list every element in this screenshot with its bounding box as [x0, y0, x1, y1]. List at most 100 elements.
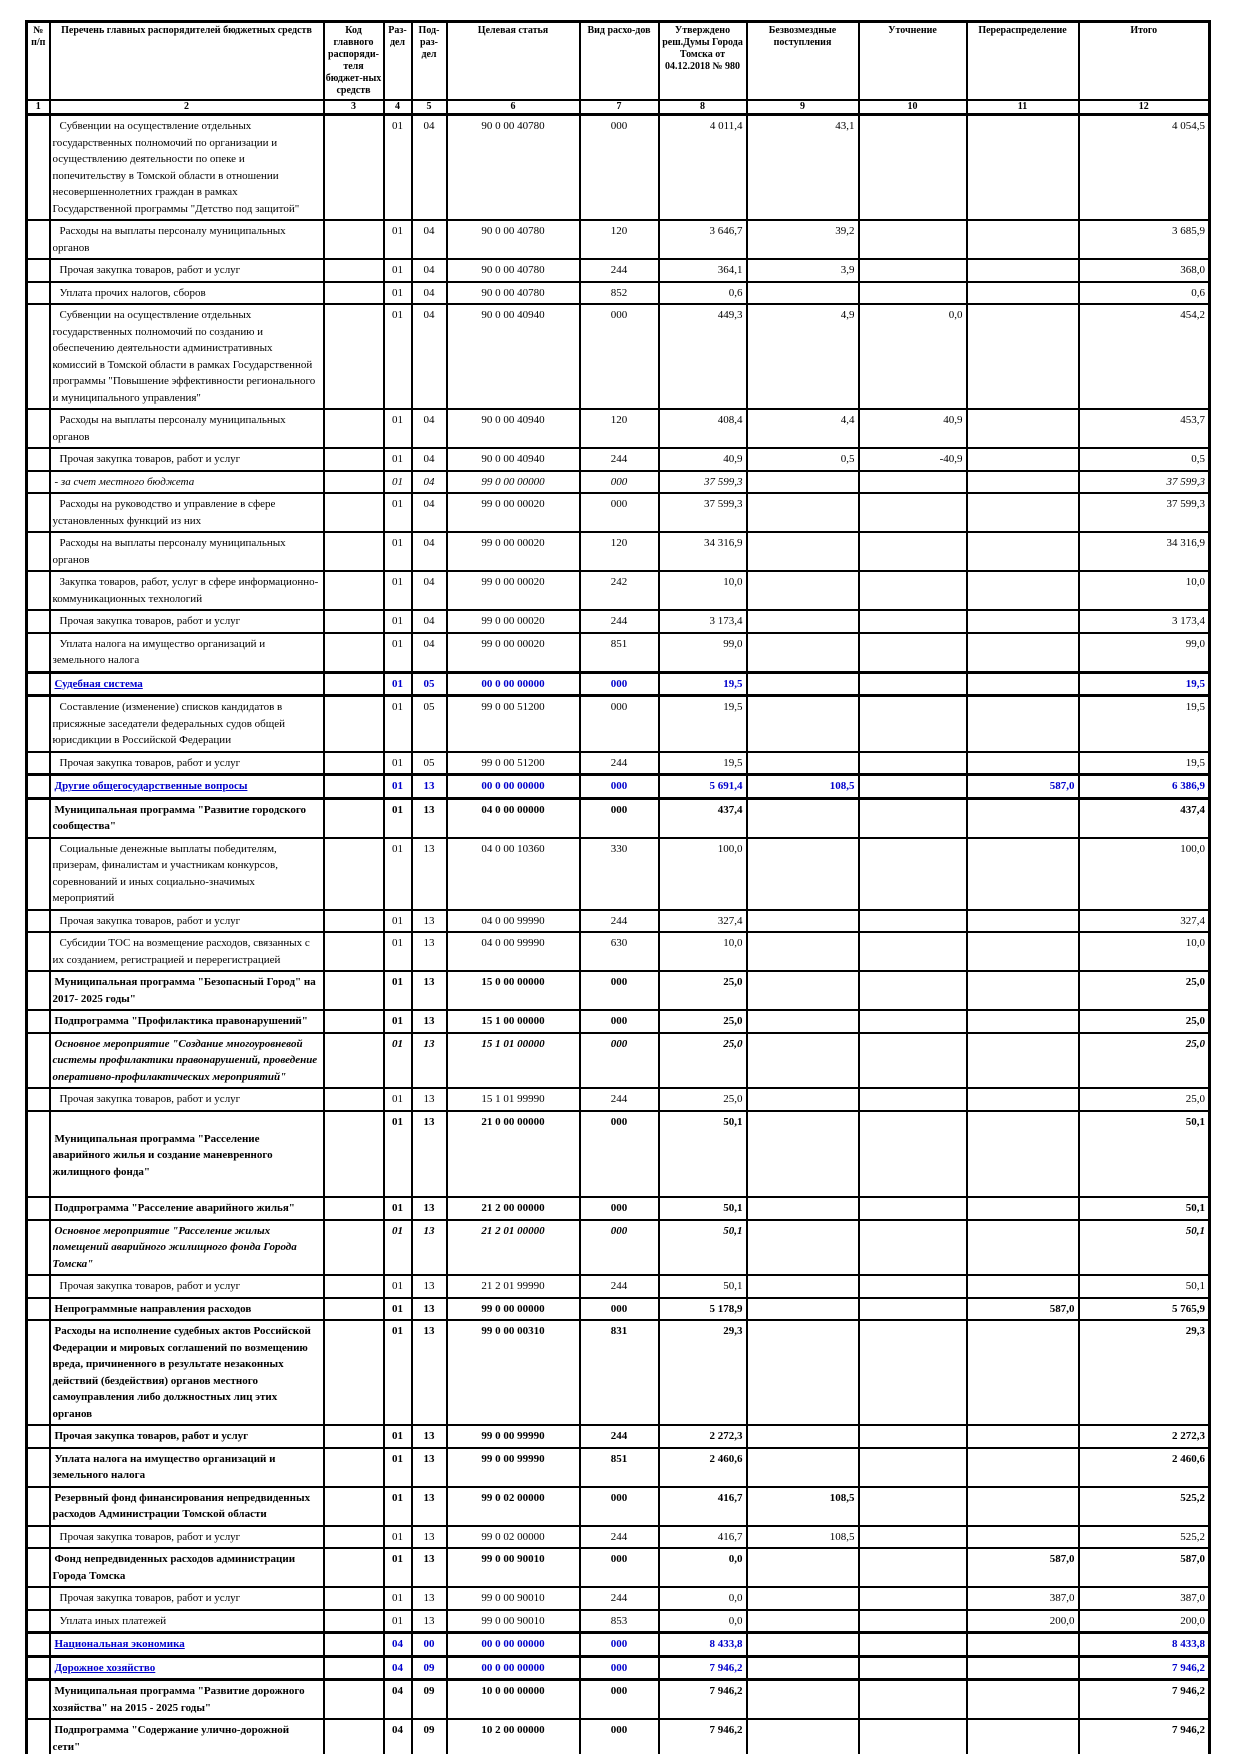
approved-cell: 50,1: [657, 1274, 748, 1299]
approved-cell: 3 173,4: [657, 609, 748, 634]
table-row: Национальная экономика 04 00 00 0 00 00000 0…: [25, 1631, 1211, 1658]
adjustment-cell: [857, 1678, 968, 1720]
gratuitous-cell: [745, 1109, 860, 1198]
target-article-cell: 10 0 00 00000: [445, 1678, 581, 1720]
gratuitous-cell: [745, 1296, 860, 1321]
podrazdel-cell: 04: [410, 570, 448, 611]
gratuitous-cell: [745, 1218, 860, 1276]
total-cell: 8 433,8: [1077, 1631, 1211, 1658]
grbs-code-cell: [322, 1631, 385, 1658]
approved-cell: 0,0: [657, 1547, 748, 1588]
row-num-cell: [25, 219, 51, 260]
row-name-text: Субвенции на осуществление отдельных гос…: [52, 120, 300, 215]
razdel-cell: 01: [382, 1446, 413, 1488]
gratuitous-cell: [745, 750, 860, 776]
row-name-text: Подпрограмма "Содержание улично-дорожной…: [52, 1724, 290, 1753]
approved-cell: 29,3: [657, 1319, 748, 1426]
approved-cell: 50,1: [657, 1109, 748, 1198]
podrazdel-cell: 04: [410, 531, 448, 572]
adjustment-cell: [857, 1087, 968, 1112]
grbs-code-cell: [322, 1586, 385, 1611]
redistribution-cell: [965, 303, 1080, 410]
expense-type-cell: 000: [578, 1009, 660, 1034]
row-num-cell: [25, 1087, 51, 1112]
table-row: Прочая закупка товаров, работ и услуг 01 1…: [25, 1524, 1211, 1549]
total-cell: 2 272,3: [1077, 1424, 1211, 1449]
row-num-cell: [25, 1654, 51, 1681]
total-cell: 50,1: [1077, 1218, 1211, 1276]
expense-type-cell: 000: [578, 1654, 660, 1681]
row-num-cell: [25, 570, 51, 611]
adjustment-cell: [857, 609, 968, 634]
target-article-cell: 99 0 00 00020: [445, 631, 581, 673]
expense-type-cell: 000: [578, 1031, 660, 1089]
redistribution-cell: [965, 570, 1080, 611]
row-name-cell: Непрограммные направления расходов: [48, 1296, 325, 1321]
row-name-text: Национальная экономика: [54, 1638, 185, 1650]
column-number: 12: [1077, 99, 1211, 116]
header-row: № п/п Перечень главных распорядителей бю…: [25, 20, 1211, 101]
redistribution-cell: [965, 931, 1080, 972]
adjustment-cell: 0,0: [857, 303, 968, 410]
row-name-cell: Субсидии ТОС на возмещение расходов, свя…: [48, 931, 325, 972]
grbs-code-cell: [322, 670, 385, 697]
row-num-cell: [25, 258, 51, 283]
header-podrazdel: Под-раз-дел: [410, 20, 448, 101]
razdel-cell: 01: [382, 113, 413, 221]
row-num-cell: [25, 670, 51, 697]
approved-cell: 327,4: [657, 908, 748, 933]
row-name-cell: Муниципальная программа "Расселение авар…: [48, 1109, 325, 1198]
target-article-cell: 99 0 00 00020: [445, 492, 581, 533]
table-row: Муниципальная программа "Развитие дорожн…: [25, 1678, 1211, 1720]
adjustment-cell: [857, 1424, 968, 1449]
podrazdel-cell: 13: [410, 1087, 448, 1112]
podrazdel-cell: 13: [410, 1218, 448, 1276]
row-name-text: Прочая закупка товаров, работ и услуг: [59, 914, 241, 927]
row-name-text: Основное мероприятие "Расселение жилых п…: [52, 1224, 297, 1270]
grbs-code-cell: [322, 797, 385, 839]
gratuitous-cell: [745, 931, 860, 972]
grbs-code-cell: [322, 1218, 385, 1276]
table-row: Уплата налога на имущество организаций и…: [25, 1446, 1211, 1488]
total-cell: 368,0: [1077, 258, 1211, 283]
razdel-cell: 01: [382, 1274, 413, 1299]
total-cell: 6 386,9: [1077, 773, 1211, 800]
total-cell: 200,0: [1077, 1608, 1211, 1634]
approved-cell: 25,0: [657, 970, 748, 1011]
grbs-code-cell: [322, 609, 385, 634]
header-adjustment: Уточнение: [857, 20, 968, 101]
target-article-cell: 21 2 01 99990: [445, 1274, 581, 1299]
adjustment-cell: [857, 1009, 968, 1034]
grbs-code-cell: [322, 219, 385, 260]
target-article-cell: 04 0 00 99990: [445, 931, 581, 972]
adjustment-cell: [857, 1718, 968, 1754]
podrazdel-cell: 13: [410, 931, 448, 972]
approved-cell: 2 272,3: [657, 1424, 748, 1449]
approved-cell: 416,7: [657, 1485, 748, 1527]
row-name-text: Прочая закупка товаров, работ и услуг: [59, 453, 241, 465]
adjustment-cell: [857, 1109, 968, 1198]
total-cell: 50,1: [1077, 1274, 1211, 1299]
razdel-cell: 01: [382, 1485, 413, 1527]
expense-type-cell: 851: [578, 1446, 660, 1488]
gratuitous-cell: [745, 1196, 860, 1221]
row-name-text: Прочая закупка товаров, работ и услуг: [59, 1093, 241, 1105]
expense-type-cell: 120: [578, 219, 660, 260]
approved-cell: 50,1: [657, 1196, 748, 1221]
total-cell: 7 946,2: [1077, 1678, 1211, 1720]
row-name-cell: Составление (изменение) списков кандидат…: [48, 694, 325, 753]
row-name-cell: Прочая закупка товаров, работ и услуг: [48, 1586, 325, 1611]
row-name-text: Социальные денежные выплаты победителям,…: [52, 842, 279, 905]
redistribution-cell: [965, 631, 1080, 673]
podrazdel-cell: 13: [410, 1608, 448, 1634]
redistribution-cell: [965, 970, 1080, 1011]
target-article-cell: 21 2 01 00000: [445, 1218, 581, 1276]
razdel-cell: 01: [382, 931, 413, 972]
approved-cell: 25,0: [657, 1031, 748, 1089]
gratuitous-cell: [745, 609, 860, 634]
row-name-text: Другие общегосударственные вопросы: [54, 780, 248, 792]
row-name-cell: Субвенции на осуществление отдельных гос…: [48, 303, 325, 410]
target-article-cell: 99 0 00 99990: [445, 1424, 581, 1449]
razdel-cell: 01: [382, 408, 413, 449]
approved-cell: 3 646,7: [657, 219, 748, 260]
